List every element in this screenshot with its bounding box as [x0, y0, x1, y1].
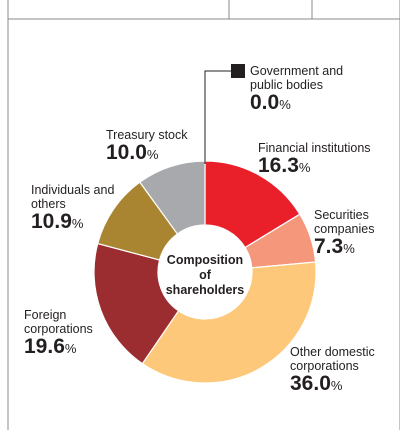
label-text: public bodies [250, 78, 323, 92]
center-title-line: shareholders [165, 283, 245, 297]
label-text: corporations [290, 359, 359, 373]
label-text: Government and [250, 64, 344, 78]
label-value: 36.0 [290, 372, 331, 395]
label-unit: % [146, 147, 159, 162]
donut-slice-foreign-corporations [93, 242, 180, 365]
center-title-line: of [199, 268, 211, 282]
label-text: others [31, 197, 66, 211]
chart-center-title: Composition of shareholders [160, 253, 250, 298]
label-value: 16.3 [258, 154, 299, 177]
label-text: Individuals and [31, 183, 115, 197]
label-unit: % [298, 160, 311, 175]
label-government: Government and public bodies 0.0% [250, 64, 343, 114]
center-title-line: Composition [166, 253, 244, 267]
label-unit: % [64, 341, 77, 356]
label-treasury: Treasury stock 10.0% [106, 128, 188, 164]
label-text: companies [314, 222, 375, 236]
label-financial: Financial institutions 16.3% [258, 141, 371, 177]
label-value: 10.0 [106, 141, 147, 164]
label-text: Treasury stock [106, 128, 188, 142]
label-value: 19.6 [24, 335, 65, 358]
label-domestic: Other domestic corporations 36.0% [290, 345, 375, 395]
label-text: Securities [314, 208, 369, 222]
label-securities: Securities companies 7.3% [314, 208, 374, 258]
label-unit: % [71, 216, 84, 231]
gov-marker [231, 64, 245, 78]
label-text: Financial institutions [258, 141, 371, 155]
label-individuals: Individuals and others 10.9% [31, 183, 114, 233]
label-value: 10.9 [31, 210, 72, 233]
donut-slices [93, 160, 317, 384]
label-value: 7.3 [314, 235, 344, 258]
label-unit: % [279, 97, 291, 112]
label-foreign: Foreign corporations 19.6% [24, 308, 93, 358]
label-text: Other domestic [290, 345, 375, 359]
donut-slice-other-domestic-corporations [141, 261, 317, 384]
label-unit: % [330, 378, 343, 393]
gov-leader-line [204, 70, 231, 164]
label-text: Foreign [24, 308, 67, 322]
label-value: 0.0 [250, 91, 280, 114]
label-unit: % [343, 241, 355, 256]
label-text: corporations [24, 322, 93, 336]
